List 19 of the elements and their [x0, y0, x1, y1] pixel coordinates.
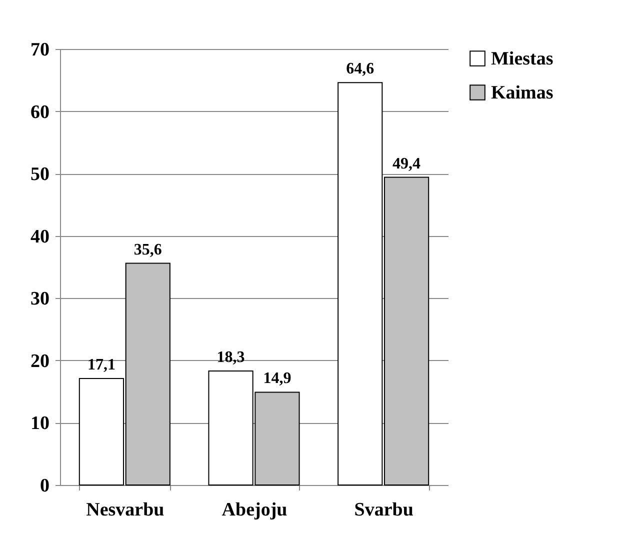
y-tick-label: 20 — [30, 350, 50, 372]
legend-label: Kaimas — [491, 82, 554, 104]
data-label: 49,4 — [392, 155, 421, 172]
data-label: 18,3 — [216, 349, 245, 366]
data-label: 35,6 — [134, 241, 162, 258]
y-tick-label: 0 — [40, 476, 50, 496]
x-tick-label: Nesvarbu — [86, 500, 165, 520]
legend-label: Miestas — [491, 48, 554, 70]
y-tick-label: 50 — [30, 164, 50, 186]
y-tick-label: 60 — [30, 102, 50, 123]
y-tick-label: 70 — [30, 40, 50, 60]
x-tick-label: Svarbu — [354, 500, 414, 520]
y-tick-label: 10 — [30, 413, 50, 434]
y-tick-label: 40 — [30, 226, 50, 248]
x-tick-label: Abejoju — [222, 500, 288, 520]
data-label: 14,9 — [263, 370, 292, 388]
y-tick-label: 30 — [30, 288, 50, 310]
data-label: 17,1 — [87, 356, 116, 374]
data-label: 64,6 — [346, 60, 374, 78]
